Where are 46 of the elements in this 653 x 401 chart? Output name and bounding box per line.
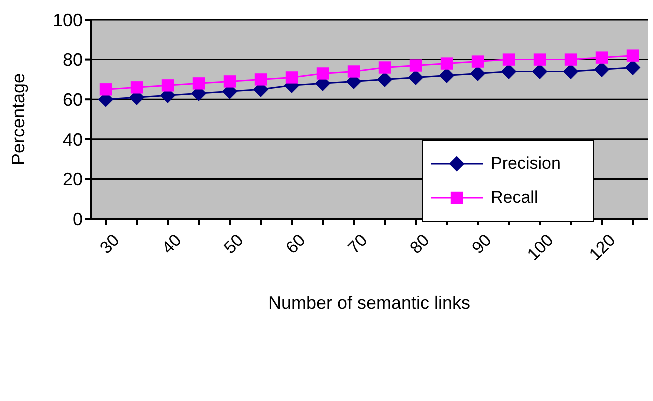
point — [410, 60, 422, 72]
point — [224, 76, 236, 88]
point — [596, 52, 608, 64]
point — [378, 72, 392, 88]
point — [378, 62, 392, 74]
point — [254, 74, 268, 86]
x-tick-label: 40 — [158, 230, 186, 258]
legend-label: Recall — [491, 188, 538, 208]
y-axis-title: Percentage — [8, 73, 28, 166]
x-tick-label: 100 — [524, 230, 558, 264]
y-tick-label: 80 — [62, 50, 83, 70]
point — [130, 82, 144, 94]
point — [162, 80, 174, 92]
point — [192, 78, 206, 90]
point — [564, 64, 578, 80]
y-tick-label: 40 — [62, 130, 83, 150]
point — [534, 54, 546, 66]
point — [564, 54, 578, 66]
x-tick-label: 120 — [586, 230, 620, 264]
legend-label: Precision — [491, 154, 561, 174]
point — [626, 50, 640, 62]
point — [502, 54, 516, 66]
point — [532, 64, 548, 80]
point — [626, 60, 640, 76]
point — [316, 68, 330, 80]
x-tick-label: 80 — [406, 230, 434, 258]
y-tick-label: 0 — [72, 209, 83, 230]
x-axis-title: Number of semantic links — [268, 293, 471, 313]
point — [286, 72, 298, 84]
point — [440, 58, 454, 70]
x-tick-label: 90 — [468, 230, 496, 258]
point — [348, 66, 360, 78]
x-tick-label: 50 — [220, 230, 248, 258]
point — [470, 66, 486, 82]
point — [594, 62, 610, 78]
point — [440, 68, 454, 84]
point — [472, 56, 484, 68]
x-tick-label: 60 — [282, 230, 310, 258]
x-tick-label: 30 — [96, 230, 124, 258]
y-tick-label: 20 — [62, 170, 83, 190]
point — [100, 84, 112, 96]
x-tick-label: 70 — [344, 230, 372, 258]
y-tick-label: 100 — [52, 10, 83, 30]
y-tick-label: 60 — [62, 90, 83, 110]
point — [408, 70, 424, 86]
point — [502, 64, 516, 80]
